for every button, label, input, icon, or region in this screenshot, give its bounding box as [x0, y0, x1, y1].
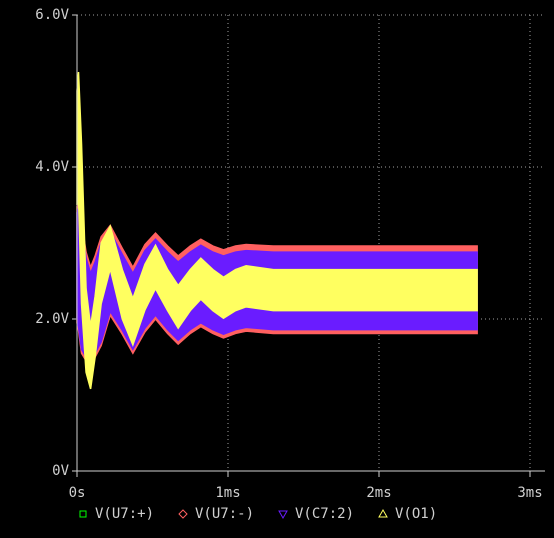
- legend-marker: [378, 508, 388, 518]
- legend-marker: [79, 510, 87, 518]
- legend-label: V(U7:-): [195, 506, 254, 522]
- y-tick-label: 4.0V: [35, 159, 69, 175]
- signal-band: [76, 71, 478, 390]
- legend-marker: [178, 509, 188, 519]
- y-tick-label: 6.0V: [35, 7, 69, 23]
- x-tick-label: 0s: [69, 485, 86, 501]
- y-tick-label: 0V: [52, 463, 69, 479]
- x-tick-label: 2ms: [366, 485, 391, 501]
- x-tick-label: 1ms: [215, 485, 240, 501]
- legend-label: V(U7:+): [95, 506, 154, 522]
- legend-label: V(O1): [395, 506, 437, 522]
- legend-marker: [278, 510, 288, 520]
- x-tick-label: 3ms: [517, 485, 542, 501]
- legend-label: V(C7:2): [295, 506, 354, 522]
- y-tick-label: 2.0V: [35, 311, 69, 327]
